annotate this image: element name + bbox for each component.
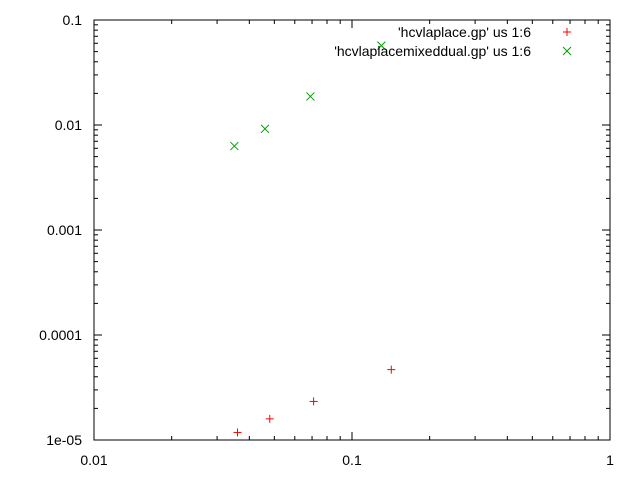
data-points bbox=[230, 41, 396, 437]
series-1-point bbox=[233, 428, 242, 437]
y-tick-label: 0.0001 bbox=[39, 327, 82, 343]
series-2-point bbox=[306, 92, 315, 101]
legend-marker-2 bbox=[562, 46, 572, 56]
series-1-point bbox=[387, 365, 396, 374]
x-axis: 0.01 0.1 1 bbox=[80, 20, 614, 468]
series-1-point bbox=[265, 414, 274, 423]
series-1-point bbox=[309, 397, 318, 406]
y-tick-label: 0.01 bbox=[55, 117, 82, 133]
y-tick-label: 0.001 bbox=[47, 222, 82, 238]
series-2-point bbox=[230, 141, 239, 151]
x-tick-label: 1 bbox=[606, 452, 614, 468]
legend-label: 'hcvlaplace.gp' us 1:6 bbox=[398, 24, 531, 40]
legend-marker-1 bbox=[563, 28, 571, 36]
plot-frame bbox=[93, 19, 611, 441]
series-2-point bbox=[260, 124, 270, 134]
series-2-point bbox=[377, 41, 386, 50]
legend: 'hcvlaplace.gp' us 1:6 'hcvlaplacemixeddu… bbox=[334, 24, 572, 59]
y-tick-label: 0.1 bbox=[63, 12, 83, 28]
x-tick-label: 0.01 bbox=[80, 452, 107, 468]
x-tick-label: 0.1 bbox=[342, 452, 362, 468]
legend-label: 'hcvlaplacemixeddual.gp' us 1:6 bbox=[334, 43, 531, 59]
y-tick-label: 1e-05 bbox=[46, 432, 82, 448]
y-axis: 1e-05 0.0001 0.001 0.01 0.1 bbox=[39, 12, 610, 448]
